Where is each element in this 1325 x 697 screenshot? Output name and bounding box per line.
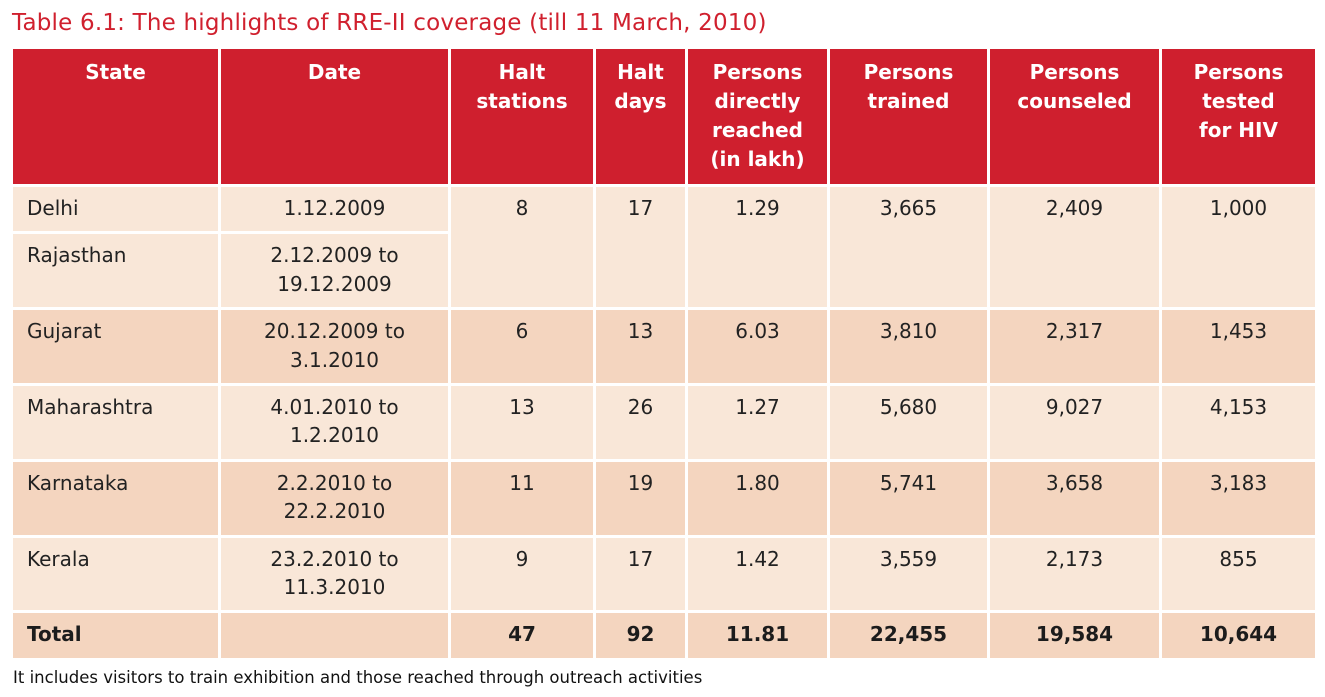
cell-halt-days: 17 (593, 183, 688, 311)
cell-persons-trained: 5,741 (827, 458, 990, 538)
cell-date: 4.01.2010 to 1.2.2010 (218, 382, 451, 462)
cell-state: Karnataka (10, 458, 221, 538)
cell-date (218, 610, 451, 661)
cell-persons-tested: 4,153 (1159, 382, 1318, 462)
cell-halt-days: 19 (593, 458, 688, 538)
cell-persons-trained: 3,559 (827, 534, 990, 614)
cell-halt-stations: 6 (448, 307, 596, 386)
cell-persons-trained: 5,680 (827, 382, 990, 462)
table-row-gujarat: Gujarat 20.12.2009 to 3.1.2010 6 13 6.03… (10, 307, 1318, 386)
table-row-karnataka: Karnataka 2.2.2010 to 22.2.2010 11 19 1.… (10, 458, 1318, 538)
table-row-maharashtra: Maharashtra 4.01.2010 to 1.2.2010 13 26 … (10, 382, 1318, 462)
cell-persons-trained: 3,665 (827, 183, 990, 311)
cell-date: 2.2.2010 to 22.2.2010 (218, 458, 451, 538)
cell-persons-trained: 22,455 (827, 610, 990, 661)
cell-persons-reached: 11.81 (685, 610, 830, 661)
cell-state: Rajasthan (10, 231, 221, 311)
cell-persons-counseled: 3,658 (987, 458, 1162, 538)
table-title: Table 6.1: The highlights of RRE-II cove… (12, 10, 767, 36)
cell-persons-tested: 1,453 (1159, 307, 1318, 386)
table-row-rajasthan: Rajasthan 2.12.2009 to 19.12.2009 (10, 231, 1317, 311)
cell-persons-counseled: 9,027 (987, 382, 1162, 462)
cell-persons-tested: 1,000 (1159, 183, 1318, 311)
header-halt-stations: Halt stations (448, 46, 596, 187)
cell-halt-days: 13 (593, 307, 688, 386)
cell-halt-stations: 11 (448, 458, 596, 538)
cell-halt-stations: 47 (448, 610, 596, 661)
header-persons-counseled: Persons counseled (987, 46, 1162, 187)
cell-persons-reached: 6.03 (685, 307, 830, 386)
cell-persons-reached: 1.80 (685, 458, 830, 538)
header-persons-tested-hiv: Persons tested for HIV (1159, 46, 1318, 187)
cell-persons-counseled: 19,584 (987, 610, 1162, 661)
header-persons-reached: Persons directly reached (in lakh) (685, 46, 830, 187)
header-state: State (10, 46, 221, 187)
cell-state: Gujarat (10, 307, 221, 386)
cell-date: 23.2.2010 to 11.3.2010 (218, 534, 451, 614)
cell-persons-reached: 1.27 (685, 382, 830, 462)
cell-persons-tested: 3,183 (1159, 458, 1318, 538)
table-row-total: Total 47 92 11.81 22,455 19,584 10,644 (10, 610, 1318, 661)
table-row-delhi: Delhi 1.12.2009 8 17 1.29 3,665 2,409 1,… (10, 183, 1318, 311)
header-row: State Date Halt stations Halt days Perso… (10, 46, 1318, 187)
header-persons-trained: Persons trained (827, 46, 990, 187)
cell-halt-stations: 13 (448, 382, 596, 462)
cell-halt-days: 17 (593, 534, 688, 614)
footnote: It includes visitors to train exhibition… (13, 667, 703, 687)
cell-date: 1.12.2009 (218, 183, 451, 235)
cell-total-label: Total (10, 610, 221, 661)
cell-halt-stations: 9 (448, 534, 596, 614)
cell-persons-reached: 1.42 (685, 534, 830, 614)
cell-date: 20.12.2009 to 3.1.2010 (218, 307, 451, 386)
cell-halt-days: 26 (593, 382, 688, 462)
cell-persons-counseled: 2,409 (987, 183, 1162, 311)
cell-persons-counseled: 2,317 (987, 307, 1162, 386)
cell-halt-stations: 8 (448, 183, 596, 311)
cell-persons-tested: 10,644 (1159, 610, 1318, 661)
cell-persons-trained: 3,810 (827, 307, 990, 386)
cell-state: Maharashtra (10, 382, 221, 462)
cell-halt-days: 92 (593, 610, 688, 661)
header-date: Date (218, 46, 451, 187)
header-halt-days: Halt days (593, 46, 688, 187)
cell-persons-counseled: 2,173 (987, 534, 1162, 614)
cell-state: Kerala (10, 534, 221, 614)
cell-persons-tested: 855 (1159, 534, 1318, 614)
table-row-kerala: Kerala 23.2.2010 to 11.3.2010 9 17 1.42 … (10, 534, 1318, 614)
coverage-table: State Date Halt stations Halt days Perso… (10, 46, 1318, 661)
cell-date: 2.12.2009 to 19.12.2009 (218, 231, 451, 311)
cell-persons-reached: 1.29 (685, 183, 830, 311)
cell-state: Delhi (10, 183, 221, 235)
